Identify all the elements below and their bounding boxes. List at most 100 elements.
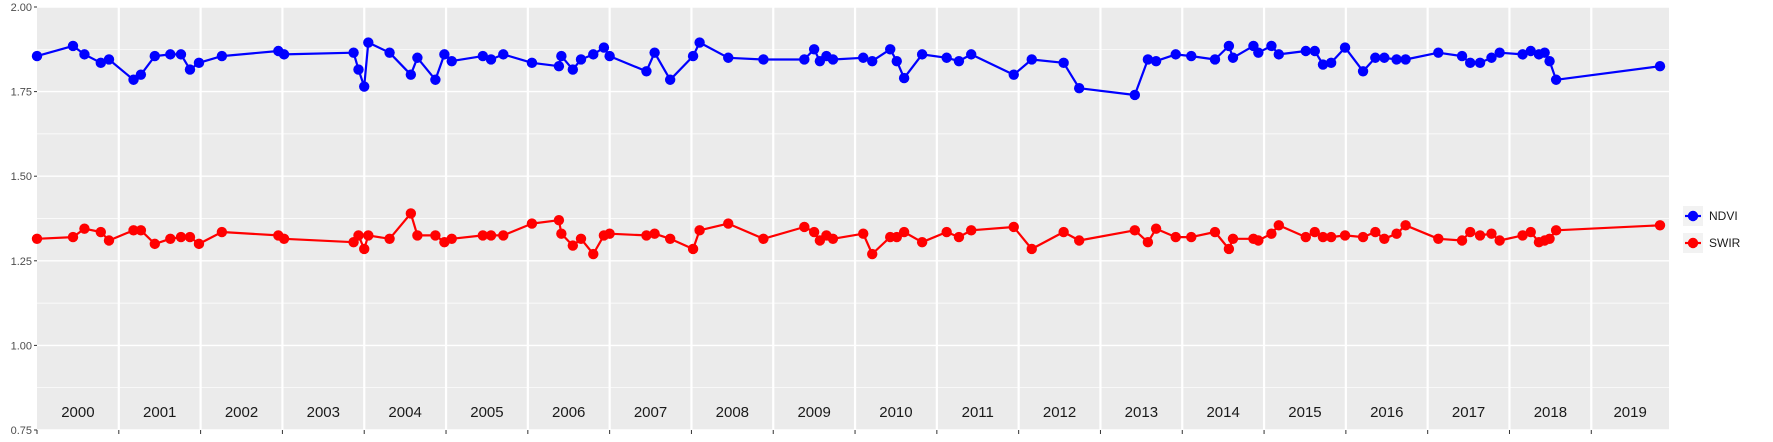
data-point-swir bbox=[556, 228, 567, 239]
y-tick-label: 1.00 bbox=[11, 340, 32, 352]
year-label: 2009 bbox=[797, 404, 830, 421]
y-tick-label: 1.25 bbox=[11, 256, 32, 268]
data-point-swir bbox=[1129, 225, 1141, 236]
data-point-ndvi bbox=[1517, 49, 1528, 60]
data-point-ndvi bbox=[641, 66, 652, 77]
data-point-ndvi bbox=[1186, 50, 1197, 62]
year-label: 2014 bbox=[1206, 404, 1239, 421]
data-point-ndvi bbox=[808, 44, 820, 55]
data-point-ndvi bbox=[1300, 45, 1311, 57]
data-point-ndvi bbox=[1539, 47, 1550, 58]
data-point-swir bbox=[1370, 226, 1381, 238]
data-point-ndvi bbox=[1357, 66, 1369, 77]
data-point-ndvi bbox=[553, 61, 565, 72]
data-point-swir bbox=[165, 233, 176, 245]
data-point-swir bbox=[687, 243, 699, 255]
data-point-swir bbox=[1209, 226, 1221, 238]
year-label: 2003 bbox=[307, 404, 340, 421]
legend-point-ndvi bbox=[1687, 210, 1699, 222]
data-point-swir bbox=[446, 233, 457, 245]
data-point-swir bbox=[1253, 235, 1264, 246]
data-point-swir bbox=[1058, 226, 1069, 238]
year-label: 2019 bbox=[1613, 404, 1646, 421]
data-point-swir bbox=[363, 230, 374, 241]
data-point-ndvi bbox=[1058, 57, 1069, 69]
data-point-ndvi bbox=[1142, 54, 1154, 65]
data-point-ndvi bbox=[446, 55, 457, 67]
data-point-swir bbox=[827, 233, 839, 245]
data-point-ndvi bbox=[1129, 89, 1141, 101]
year-label: 2004 bbox=[388, 404, 421, 421]
data-point-ndvi bbox=[723, 52, 734, 63]
data-point-swir bbox=[1073, 235, 1085, 246]
data-point-swir bbox=[485, 230, 497, 241]
data-point-ndvi bbox=[128, 74, 139, 85]
data-point-ndvi bbox=[1379, 52, 1390, 63]
data-point-swir bbox=[898, 226, 910, 238]
data-point-ndvi bbox=[353, 64, 364, 75]
data-point-swir bbox=[1465, 226, 1476, 238]
data-point-ndvi bbox=[827, 54, 839, 65]
data-point-ndvi bbox=[567, 64, 579, 75]
data-point-swir bbox=[1357, 231, 1369, 243]
data-point-swir bbox=[1150, 223, 1162, 234]
data-point-ndvi bbox=[1008, 69, 1019, 80]
data-point-swir bbox=[1273, 220, 1284, 231]
data-point-ndvi bbox=[1465, 57, 1476, 69]
data-point-ndvi bbox=[1317, 59, 1329, 70]
year-label: 2008 bbox=[716, 404, 749, 421]
data-point-ndvi bbox=[941, 52, 952, 63]
data-point-swir bbox=[67, 231, 79, 243]
data-point-ndvi bbox=[687, 50, 699, 62]
data-point-ndvi bbox=[598, 42, 610, 53]
data-point-ndvi bbox=[184, 64, 196, 75]
data-point-swir bbox=[1517, 230, 1528, 241]
data-point-ndvi bbox=[916, 49, 928, 60]
data-point-ndvi bbox=[477, 50, 489, 62]
data-point-ndvi bbox=[1654, 61, 1666, 72]
data-point-ndvi bbox=[216, 50, 228, 62]
data-point-ndvi bbox=[485, 54, 497, 65]
data-point-ndvi bbox=[1170, 49, 1181, 60]
year-label: 2012 bbox=[1043, 404, 1076, 421]
data-point-ndvi bbox=[1273, 49, 1284, 60]
data-point-ndvi bbox=[858, 52, 869, 63]
data-point-ndvi bbox=[1525, 45, 1536, 57]
data-point-swir bbox=[1456, 235, 1468, 246]
data-point-swir bbox=[430, 230, 441, 241]
data-point-swir bbox=[758, 233, 769, 245]
data-point-ndvi bbox=[1253, 47, 1264, 58]
data-point-ndvi bbox=[1209, 54, 1221, 65]
y-tick-label: 0.75 bbox=[11, 425, 32, 437]
data-point-ndvi bbox=[359, 81, 370, 92]
data-point-ndvi bbox=[1474, 57, 1486, 69]
data-point-ndvi bbox=[384, 47, 395, 58]
year-label: 2013 bbox=[1125, 404, 1158, 421]
minor-gridlines bbox=[37, 48, 1669, 389]
data-point-swir bbox=[1300, 231, 1311, 243]
data-point-swir bbox=[1391, 228, 1402, 239]
data-point-ndvi bbox=[149, 50, 160, 62]
data-point-ndvi bbox=[498, 49, 509, 60]
data-point-swir bbox=[31, 233, 43, 245]
data-point-swir bbox=[867, 248, 878, 260]
data-point-swir bbox=[858, 228, 869, 239]
data-point-swir bbox=[966, 225, 977, 236]
data-point-ndvi bbox=[1266, 40, 1277, 52]
year-label: 2015 bbox=[1288, 404, 1321, 421]
data-point-swir bbox=[405, 208, 417, 219]
data-point-ndvi bbox=[412, 52, 423, 63]
data-point-swir bbox=[604, 228, 615, 239]
data-point-ndvi bbox=[348, 47, 359, 58]
data-point-swir bbox=[664, 233, 676, 245]
x-axis bbox=[36, 430, 1592, 434]
data-point-swir bbox=[149, 238, 160, 250]
legend-label-swir: SWIR bbox=[1709, 236, 1741, 250]
data-point-swir bbox=[384, 233, 395, 245]
data-point-swir bbox=[135, 225, 147, 236]
year-label: 2000 bbox=[61, 404, 94, 421]
data-point-ndvi bbox=[439, 49, 450, 60]
data-point-swir bbox=[567, 240, 579, 251]
data-point-swir bbox=[412, 230, 423, 241]
data-point-swir bbox=[1400, 220, 1411, 231]
